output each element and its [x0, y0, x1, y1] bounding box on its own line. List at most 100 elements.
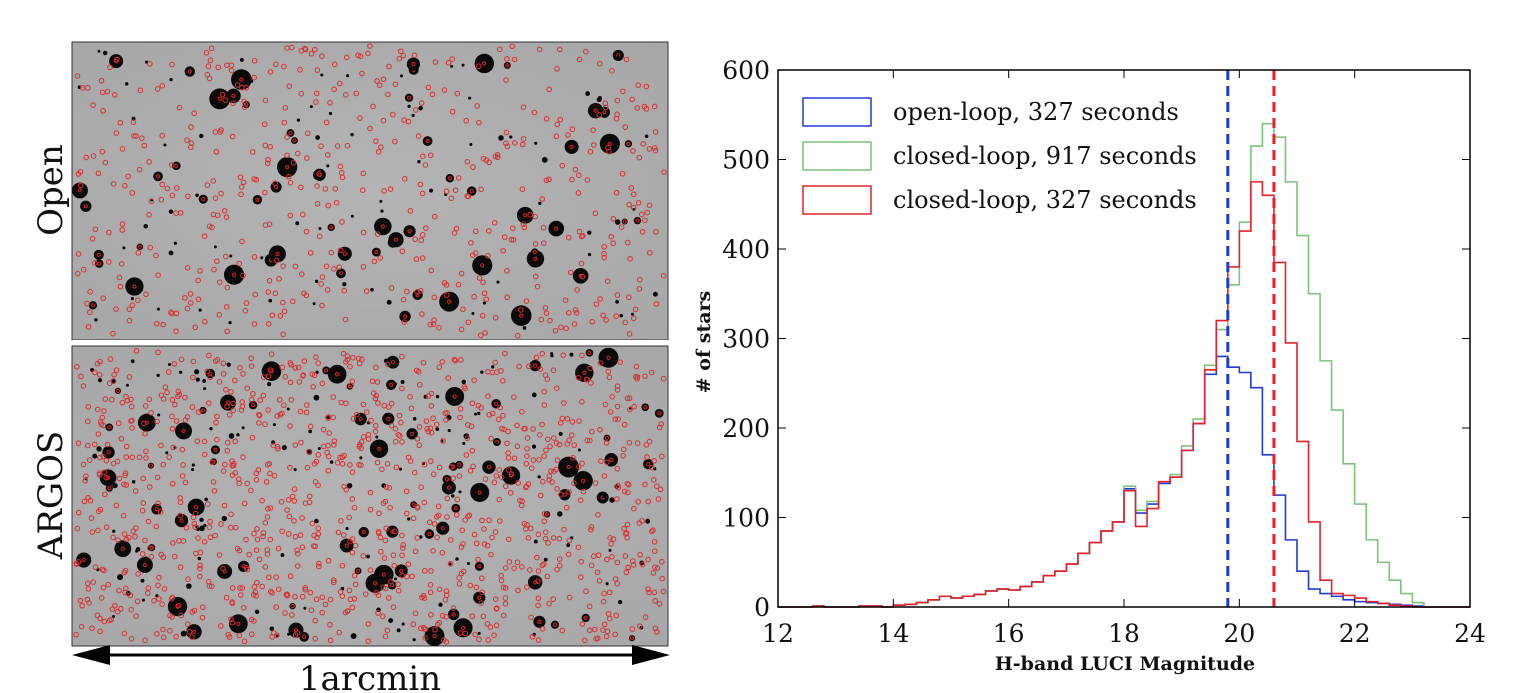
star	[236, 433, 240, 437]
detection-marker	[192, 524, 198, 530]
detection-marker	[251, 530, 257, 537]
detection-marker	[417, 287, 424, 294]
detection-marker	[425, 428, 432, 435]
detection-marker	[241, 104, 248, 110]
detection-marker	[159, 132, 166, 139]
star-marker	[347, 384, 352, 389]
detection-marker	[614, 292, 621, 298]
detection-marker	[91, 369, 98, 376]
detection-marker	[539, 421, 545, 428]
detection-marker	[260, 530, 267, 536]
detection-marker	[463, 452, 470, 458]
detection-marker	[115, 608, 121, 615]
detection-marker	[475, 63, 482, 70]
detection-marker	[615, 482, 621, 489]
detection-marker	[176, 538, 182, 544]
detection-marker	[376, 82, 383, 89]
detection-marker	[206, 75, 213, 82]
detection-marker	[140, 475, 146, 482]
star-marker	[250, 403, 256, 408]
star	[386, 299, 392, 305]
star-marker	[602, 110, 607, 115]
star	[195, 193, 199, 197]
detection-marker	[511, 565, 517, 572]
detection-marker	[146, 484, 153, 490]
star	[178, 370, 183, 374]
detection-marker	[242, 308, 249, 314]
detection-marker	[79, 602, 85, 609]
detection-marker	[287, 179, 294, 186]
detection-marker	[213, 419, 219, 426]
star-marker	[622, 219, 627, 224]
detection-marker	[566, 310, 572, 316]
detection-marker	[648, 528, 655, 535]
detection-marker	[421, 461, 428, 468]
detection-marker	[399, 439, 405, 445]
detection-marker	[571, 442, 578, 449]
detection-marker	[229, 585, 236, 591]
star-marker	[537, 619, 542, 624]
detection-marker	[647, 249, 653, 256]
detection-marker	[360, 170, 367, 177]
detection-marker	[331, 61, 338, 68]
detection-marker	[140, 500, 147, 506]
detection-marker	[206, 352, 212, 359]
detection-marker	[403, 510, 410, 517]
detection-marker	[604, 278, 611, 285]
detection-marker	[610, 240, 616, 247]
star	[596, 491, 609, 504]
detection-marker	[360, 434, 367, 440]
star	[167, 362, 172, 367]
detection-marker	[128, 607, 134, 613]
detection-marker	[377, 534, 384, 541]
detection-marker	[627, 406, 633, 413]
detection-marker	[89, 625, 95, 632]
detection-marker	[525, 535, 532, 541]
detection-marker	[143, 291, 149, 298]
detection-marker	[617, 359, 624, 365]
star	[130, 297, 135, 301]
detection-marker	[579, 352, 585, 359]
detection-marker	[504, 56, 510, 62]
detection-marker	[576, 228, 583, 235]
star-marker	[344, 543, 349, 548]
detection-marker	[327, 99, 333, 106]
detection-marker	[649, 464, 655, 471]
detection-marker	[550, 596, 556, 602]
detection-marker	[325, 453, 332, 460]
detection-marker	[659, 575, 665, 582]
detection-marker	[375, 400, 381, 406]
star	[140, 416, 145, 422]
star	[153, 171, 163, 182]
detection-marker	[575, 375, 582, 381]
detection-marker	[354, 411, 360, 418]
detection-marker	[561, 526, 567, 533]
detection-marker	[325, 442, 331, 449]
detection-marker	[337, 454, 343, 461]
detection-marker	[177, 495, 184, 501]
detection-marker	[100, 422, 107, 429]
detection-marker	[627, 255, 633, 262]
star-marker	[646, 461, 651, 467]
star	[604, 453, 619, 467]
detection-marker	[408, 405, 415, 412]
detection-marker	[260, 392, 267, 399]
detection-marker	[129, 302, 136, 308]
detection-marker	[378, 548, 384, 555]
detection-marker	[98, 77, 105, 84]
detection-marker	[331, 438, 338, 444]
star	[350, 132, 354, 137]
detection-marker	[488, 551, 494, 558]
detection-marker	[476, 636, 482, 643]
detection-marker	[182, 417, 189, 423]
detection-marker	[229, 619, 236, 626]
detection-marker	[584, 437, 591, 444]
detection-marker	[603, 440, 610, 446]
detection-marker	[156, 596, 162, 602]
star	[210, 445, 221, 455]
detection-marker	[253, 176, 260, 183]
star-marker	[201, 197, 206, 202]
detection-marker	[546, 176, 552, 183]
detection-marker	[91, 441, 98, 448]
detection-marker	[614, 387, 621, 393]
